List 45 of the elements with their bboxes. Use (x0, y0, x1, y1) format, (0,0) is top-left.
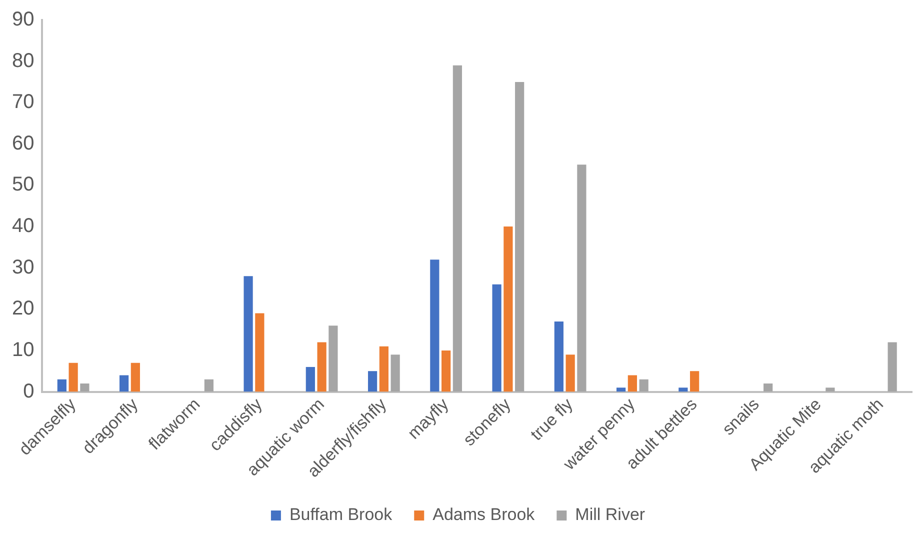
y-tick-label: 10 (12, 338, 34, 361)
bar (80, 383, 90, 392)
bar (68, 362, 78, 392)
bar (204, 379, 214, 392)
legend-label: Buffam Brook (289, 505, 393, 524)
y-tick-label: 20 (12, 298, 34, 320)
bar (379, 346, 388, 392)
bar (515, 82, 524, 392)
bar (390, 354, 400, 392)
y-tick-label: 70 (12, 91, 34, 114)
y-tick-label: 90 (12, 8, 34, 31)
y-tick-label: 80 (12, 50, 34, 72)
bar (130, 362, 140, 392)
legend-label: Adams Brook (432, 505, 536, 524)
bar (639, 379, 648, 392)
bar (328, 326, 338, 392)
y-tick-label: 50 (12, 174, 34, 196)
y-tick-label: 30 (12, 256, 34, 278)
legend-label: Mill River (575, 505, 646, 524)
bar (306, 366, 315, 392)
bar (764, 383, 773, 392)
bar (690, 371, 700, 392)
x-tick-label: true fly (526, 394, 577, 444)
bar (554, 322, 564, 392)
y-tick-label: 40 (12, 215, 34, 238)
bar (442, 350, 451, 392)
bar (368, 371, 378, 392)
bar (452, 65, 462, 392)
bar (577, 164, 586, 392)
bar (826, 388, 835, 392)
bar (566, 354, 575, 392)
bar (317, 342, 326, 392)
bar (616, 388, 626, 392)
bar (244, 276, 253, 392)
bar (504, 226, 513, 392)
bar (57, 379, 66, 392)
bar (628, 375, 637, 392)
bar (119, 375, 129, 392)
bar (255, 313, 264, 392)
bar (430, 260, 440, 392)
y-tick-label: 60 (12, 132, 34, 154)
y-tick-label: 0 (23, 380, 34, 402)
bar (678, 388, 688, 392)
bar (492, 284, 502, 392)
bar (888, 342, 897, 392)
